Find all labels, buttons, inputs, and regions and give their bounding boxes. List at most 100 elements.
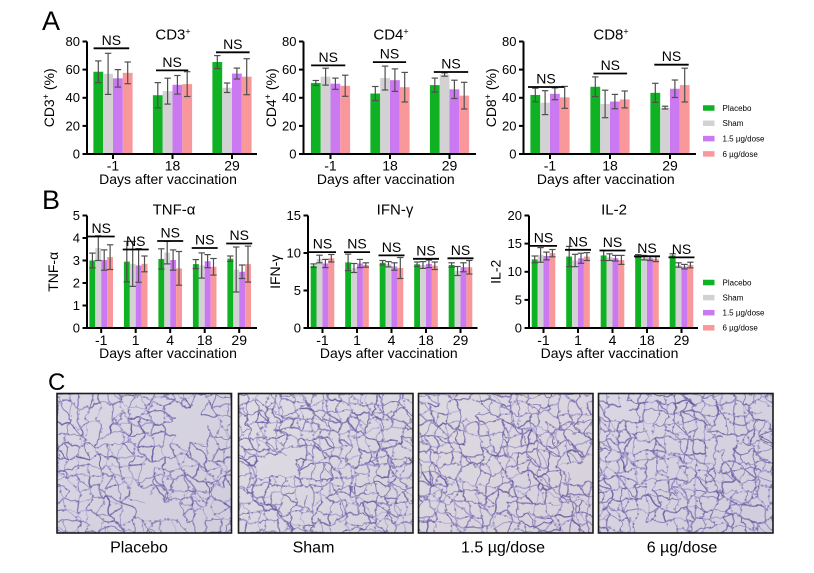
svg-text:Placebo: Placebo <box>723 104 752 113</box>
svg-text:NS: NS <box>416 242 435 258</box>
svg-text:0: 0 <box>73 147 80 162</box>
svg-text:1: 1 <box>574 332 582 348</box>
svg-text:NS: NS <box>637 240 656 256</box>
svg-text:5: 5 <box>294 283 301 298</box>
svg-text:1: 1 <box>73 298 80 313</box>
svg-text:0: 0 <box>515 321 522 336</box>
svg-text:NS: NS <box>534 229 553 245</box>
svg-text:1: 1 <box>353 332 361 348</box>
svg-text:18: 18 <box>418 332 434 348</box>
svg-text:29: 29 <box>453 332 469 348</box>
svg-text:NS: NS <box>229 227 248 243</box>
svg-text:NS: NS <box>601 57 620 73</box>
svg-text:60: 60 <box>66 62 80 77</box>
svg-text:TNF-α: TNF-α <box>153 202 196 219</box>
svg-text:Days after vaccination: Days after vaccination <box>537 171 675 187</box>
svg-text:NS: NS <box>568 233 587 249</box>
svg-text:29: 29 <box>674 332 690 348</box>
svg-text:10: 10 <box>287 246 301 261</box>
svg-text:Sham: Sham <box>723 294 744 303</box>
svg-text:B: B <box>42 185 60 215</box>
svg-text:0: 0 <box>289 147 296 162</box>
svg-text:40: 40 <box>282 90 296 105</box>
svg-text:Days after vaccination: Days after vaccination <box>317 171 455 187</box>
svg-text:20: 20 <box>282 118 296 133</box>
svg-text:20: 20 <box>502 118 516 133</box>
svg-text:1.5 µg/dose: 1.5 µg/dose <box>723 135 766 144</box>
svg-text:4: 4 <box>609 332 617 348</box>
svg-text:NS: NS <box>223 36 242 52</box>
svg-text:18: 18 <box>165 158 181 174</box>
svg-text:1.5 µg/dose: 1.5 µg/dose <box>723 309 766 318</box>
svg-text:NS: NS <box>672 241 691 257</box>
svg-text:CD4+ (%): CD4+ (%) <box>263 68 279 127</box>
svg-text:NS: NS <box>126 233 145 249</box>
svg-text:-1: -1 <box>107 158 120 174</box>
svg-text:TNF-α: TNF-α <box>45 252 61 292</box>
svg-text:20: 20 <box>66 118 80 133</box>
svg-text:NS: NS <box>195 232 214 248</box>
svg-text:Days after vaccination: Days after vaccination <box>541 345 679 361</box>
svg-text:NS: NS <box>91 220 110 236</box>
svg-text:18: 18 <box>382 158 398 174</box>
svg-text:0: 0 <box>73 321 80 336</box>
svg-text:4: 4 <box>166 332 174 348</box>
svg-text:18: 18 <box>197 332 213 348</box>
svg-text:NS: NS <box>603 234 622 250</box>
svg-text:15: 15 <box>287 208 301 223</box>
svg-text:NS: NS <box>313 236 332 252</box>
svg-text:-1: -1 <box>544 158 557 174</box>
svg-text:Days after vaccination: Days after vaccination <box>320 345 458 361</box>
svg-text:29: 29 <box>662 158 678 174</box>
svg-text:80: 80 <box>502 34 516 49</box>
svg-text:1.5 µg/dose: 1.5 µg/dose <box>461 540 545 557</box>
svg-text:IFN-γ: IFN-γ <box>267 255 283 289</box>
svg-text:NS: NS <box>451 242 470 258</box>
svg-text:CD3+: CD3+ <box>155 27 190 44</box>
svg-text:-1: -1 <box>95 332 108 348</box>
svg-text:29: 29 <box>231 332 247 348</box>
svg-text:IFN-γ: IFN-γ <box>377 202 414 219</box>
svg-text:NS: NS <box>382 239 401 255</box>
svg-text:CD3+ (%): CD3+ (%) <box>41 68 57 127</box>
svg-text:-1: -1 <box>316 332 329 348</box>
svg-text:NS: NS <box>441 56 460 72</box>
svg-text:2: 2 <box>73 276 80 291</box>
svg-text:CD4+: CD4+ <box>373 27 408 44</box>
svg-text:NS: NS <box>347 236 366 252</box>
svg-text:1: 1 <box>132 332 140 348</box>
svg-text:3: 3 <box>73 253 80 268</box>
svg-text:Placebo: Placebo <box>723 278 752 287</box>
svg-text:5: 5 <box>515 292 522 307</box>
svg-text:18: 18 <box>639 332 655 348</box>
svg-text:NS: NS <box>318 49 337 65</box>
svg-text:20: 20 <box>508 208 522 223</box>
svg-text:60: 60 <box>502 62 516 77</box>
svg-text:NS: NS <box>662 48 681 64</box>
svg-text:A: A <box>42 6 60 36</box>
svg-text:-1: -1 <box>537 332 550 348</box>
svg-text:4: 4 <box>73 231 80 246</box>
svg-text:10: 10 <box>508 264 522 279</box>
svg-text:NS: NS <box>160 225 179 241</box>
svg-text:IL-2: IL-2 <box>601 202 627 219</box>
svg-text:29: 29 <box>224 158 240 174</box>
svg-text:Sham: Sham <box>723 119 744 128</box>
svg-text:4: 4 <box>388 332 396 348</box>
svg-text:0: 0 <box>509 147 516 162</box>
svg-text:18: 18 <box>602 158 618 174</box>
svg-text:Days after vaccination: Days after vaccination <box>99 345 237 361</box>
svg-text:40: 40 <box>502 90 516 105</box>
svg-text:NS: NS <box>380 46 399 62</box>
svg-text:6 µg/dose: 6 µg/dose <box>723 150 759 159</box>
svg-text:-1: -1 <box>324 158 337 174</box>
svg-text:6 µg/dose: 6 µg/dose <box>647 540 718 557</box>
svg-text:Placebo: Placebo <box>110 540 168 557</box>
svg-text:CD8+ (%): CD8+ (%) <box>483 68 499 127</box>
svg-text:6 µg/dose: 6 µg/dose <box>723 324 759 333</box>
svg-text:29: 29 <box>442 158 458 174</box>
svg-text:60: 60 <box>282 62 296 77</box>
svg-text:0: 0 <box>294 321 301 336</box>
svg-text:40: 40 <box>66 90 80 105</box>
svg-text:80: 80 <box>282 34 296 49</box>
